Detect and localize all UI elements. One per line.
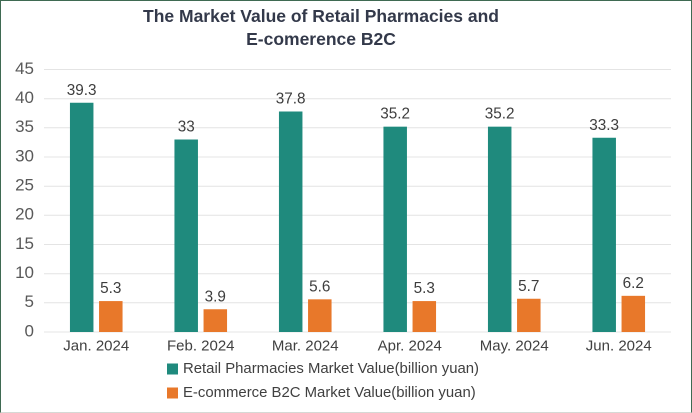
svg-text:Jan. 2024: Jan. 2024 (63, 338, 129, 355)
svg-text:5.7: 5.7 (518, 278, 539, 295)
svg-text:10: 10 (15, 263, 34, 282)
svg-text:33: 33 (178, 119, 195, 136)
svg-text:45: 45 (15, 59, 34, 78)
svg-text:Feb. 2024: Feb. 2024 (167, 338, 235, 355)
svg-text:33.3: 33.3 (589, 117, 619, 134)
svg-text:6.2: 6.2 (623, 275, 644, 292)
svg-text:40: 40 (15, 88, 34, 107)
svg-text:3.9: 3.9 (205, 288, 226, 305)
svg-text:30: 30 (15, 146, 34, 165)
svg-text:Retail Pharmacies Market Value: Retail Pharmacies Market Value(billion y… (183, 361, 479, 377)
svg-text:Mar. 2024: Mar. 2024 (272, 338, 339, 355)
svg-text:E-commerce B2C Market Value(bi: E-commerce B2C Market Value(billion yuan… (183, 385, 476, 401)
svg-text:35.2: 35.2 (485, 106, 515, 123)
svg-text:5: 5 (25, 292, 34, 311)
svg-text:Jun. 2024: Jun. 2024 (586, 338, 652, 355)
svg-text:25: 25 (15, 176, 34, 195)
svg-text:37.8: 37.8 (276, 91, 306, 108)
svg-text:0: 0 (25, 321, 34, 340)
svg-text:5.3: 5.3 (100, 280, 121, 297)
svg-text:Apr. 2024: Apr. 2024 (378, 338, 442, 355)
svg-text:15: 15 (15, 234, 34, 253)
svg-text:5.6: 5.6 (309, 278, 330, 295)
svg-text:35: 35 (15, 117, 34, 136)
svg-text:5.3: 5.3 (414, 280, 435, 297)
svg-text:39.3: 39.3 (67, 82, 97, 99)
svg-text:35.2: 35.2 (380, 106, 410, 123)
svg-text:May. 2024: May. 2024 (480, 338, 549, 355)
svg-text:20: 20 (15, 205, 34, 224)
